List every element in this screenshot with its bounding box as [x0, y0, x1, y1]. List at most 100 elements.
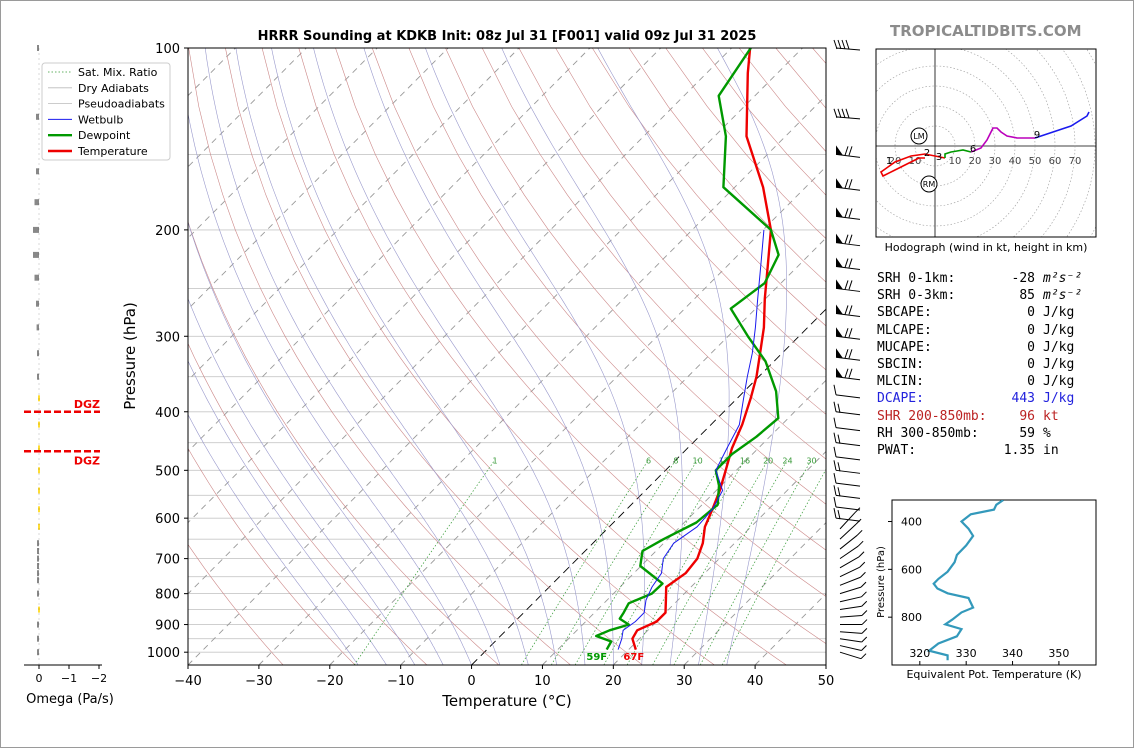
- dry-adiabat: [371, 48, 826, 597]
- x-tick-label: 50: [818, 674, 835, 689]
- wind-barb: [835, 178, 861, 191]
- wind-barb: [835, 327, 861, 340]
- dry-adiabat: [188, 447, 356, 665]
- x-tick-label: 20: [605, 674, 622, 689]
- omega-axis-label: Omega (Pa/s): [26, 692, 114, 707]
- y-tick-label: 400: [155, 406, 180, 421]
- mixing-ratio-label: 10: [693, 457, 703, 466]
- theta-e-y-tick-label: 800: [901, 611, 922, 624]
- legend-entry: Sat. Mix. Ratio: [78, 66, 158, 79]
- dry-adiabat: [188, 342, 428, 665]
- wind-barb: [833, 496, 861, 511]
- hodo-ring: [1005, 49, 1056, 237]
- skew-frame: [187, 47, 827, 666]
- param-unit: J/kg: [1043, 305, 1075, 321]
- wind-barb: [839, 610, 868, 618]
- omega-bar: [37, 540, 39, 547]
- wind-barb: [833, 485, 861, 499]
- mixing-ratio-label: 6: [646, 457, 651, 466]
- omega-bar: [37, 563, 39, 569]
- dry-adiabat: [188, 48, 571, 665]
- pseudoadiabat: [188, 111, 472, 665]
- theta-e-line: [926, 500, 1004, 661]
- wind-barb: [835, 367, 861, 381]
- omega-bar: [38, 421, 40, 428]
- storm-motion-marker: [920, 175, 938, 193]
- hodo-ring-label: 20: [969, 156, 982, 167]
- pseudoadiabat: [204, 48, 501, 665]
- mixing-ratio-line: [574, 459, 698, 665]
- omega-bar: [36, 324, 39, 331]
- hodo-ring-label: 70: [1069, 156, 1082, 167]
- hodo-trace: [1034, 111, 1090, 139]
- hodo-ring: [876, 49, 1036, 237]
- pseudoadiabat: [717, 48, 787, 665]
- dewpoint-line: [595, 48, 780, 651]
- omega-bar: [38, 467, 40, 474]
- param-label: MUCAPE:: [877, 339, 932, 355]
- mixing-ratio-line: [521, 459, 649, 665]
- omega-bar: [37, 649, 39, 656]
- param-value: 1.35: [1003, 442, 1035, 458]
- hodo-ring-label: 30: [989, 156, 1002, 167]
- param-unit: J/kg: [1043, 374, 1075, 390]
- isotherm: [188, 48, 732, 595]
- wind-barb: [833, 473, 861, 487]
- wind-barb: [839, 561, 866, 578]
- omega-bar: [37, 45, 39, 51]
- omega-bar: [38, 523, 40, 530]
- param-value: 59: [1019, 425, 1035, 441]
- omega-bar: [33, 251, 39, 258]
- pseudoadiabat: [313, 48, 586, 665]
- pseudoadiabat: [188, 221, 444, 665]
- param-value: 0: [1027, 356, 1035, 372]
- legend-entry: Wetbulb: [78, 113, 123, 126]
- wind-barb: [839, 551, 865, 569]
- dry-adiabat: [335, 48, 826, 645]
- wind-barb: [840, 619, 868, 626]
- pseudoadiabat: [188, 360, 387, 665]
- omega-bar: [33, 226, 39, 233]
- param-value: 0: [1027, 322, 1035, 338]
- legend-entry: Dewpoint: [78, 129, 131, 142]
- omega-bar: [38, 487, 40, 494]
- mixing-ratio-line: [354, 459, 496, 665]
- wind-barb: [839, 628, 868, 634]
- wind-barb: [839, 651, 867, 660]
- wind-barb: [839, 540, 864, 560]
- mixing-ratio-line: [603, 459, 725, 665]
- wind-barb: [835, 145, 861, 158]
- wind-barb: [839, 636, 868, 643]
- wind-barb: [839, 571, 866, 586]
- mixing-ratio-label: 30: [806, 457, 816, 466]
- hodo-trace: [879, 153, 946, 178]
- y-tick-label: 100: [155, 42, 180, 57]
- wind-barb: [835, 279, 861, 292]
- y-tick-label: 500: [155, 464, 180, 479]
- legend-box: [41, 62, 171, 161]
- x-tick-label: 30: [676, 674, 693, 689]
- y-tick-label: 1000: [147, 646, 180, 661]
- omega-bar: [34, 274, 39, 281]
- hodo-ring-label: 40: [1009, 156, 1022, 167]
- mixing-ratio-label: 16: [740, 457, 750, 466]
- theta-e-x-tick-label: 340: [1002, 647, 1023, 660]
- wind-barb: [833, 446, 861, 461]
- param-label: MLCAPE:: [877, 322, 932, 338]
- omega-tick-label: −1: [61, 672, 77, 685]
- y-tick-label: 300: [155, 330, 180, 345]
- x-tick-label: 40: [747, 674, 764, 689]
- wind-barb: [835, 257, 861, 271]
- param-label: SHR 200-850mb:: [877, 408, 987, 424]
- isotherm: [329, 166, 826, 665]
- hodograph-frame: [875, 48, 1097, 238]
- wind-barb: [833, 39, 861, 51]
- param-label: SBCIN:: [877, 356, 924, 372]
- wind-barb: [833, 108, 861, 120]
- hodo-height-label: 6: [970, 144, 976, 155]
- omega-bar: [37, 555, 39, 562]
- mixing-ratio-label: 8: [673, 457, 678, 466]
- omega-bar: [37, 577, 39, 584]
- isotherm: [258, 94, 826, 665]
- isotherm: [471, 308, 826, 665]
